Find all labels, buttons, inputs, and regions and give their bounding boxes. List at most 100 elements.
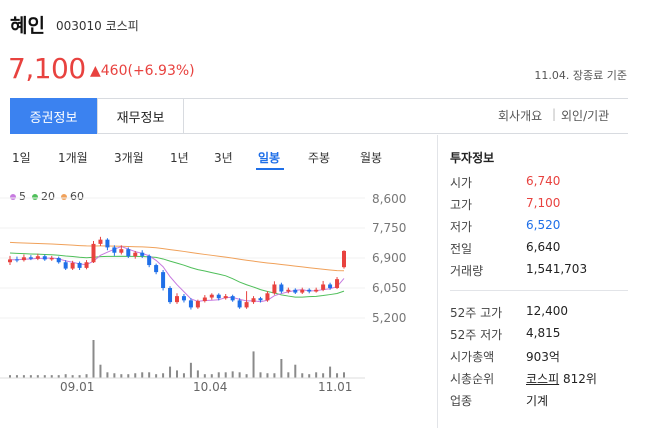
market-rank-row: 시총순위 코스피 812위 xyxy=(450,370,597,387)
foreign-institution-link[interactable]: 외인/기관 xyxy=(561,109,610,123)
volume-bar xyxy=(252,351,255,378)
candle-body xyxy=(154,265,159,273)
candle-body xyxy=(84,262,89,268)
low-label: 저가 xyxy=(450,220,473,234)
candle-body xyxy=(77,262,82,268)
candle-body xyxy=(112,247,117,253)
candle-body xyxy=(216,294,221,299)
52w-high-value: 12,400 xyxy=(526,304,568,318)
industry-value: 기계 xyxy=(526,394,549,408)
candle-body xyxy=(237,300,242,308)
high-row: 고가 7,100 xyxy=(450,196,560,213)
volume-label: 거래량 xyxy=(450,264,484,278)
high-value: 7,100 xyxy=(526,196,561,210)
volume-bar xyxy=(120,374,123,378)
candle-body xyxy=(119,249,124,253)
y-tick-label: 8,600 xyxy=(372,192,407,206)
candle-body xyxy=(342,250,346,268)
volume-bar xyxy=(141,372,144,378)
volume-bar xyxy=(210,374,213,378)
period-1y[interactable]: 1년 xyxy=(170,151,189,165)
volume-bar xyxy=(176,370,178,378)
volume-bar xyxy=(64,374,67,378)
period-3m[interactable]: 3개월 xyxy=(114,151,144,165)
market-link[interactable]: 코스피 xyxy=(526,372,560,386)
candle-body xyxy=(279,284,284,292)
period-monthly[interactable]: 월봉 xyxy=(360,151,383,165)
52w-low-row: 52주 저가 4,815 xyxy=(450,326,560,343)
volume-bar xyxy=(266,373,269,378)
period-weekly[interactable]: 주봉 xyxy=(308,151,331,165)
volume-bar xyxy=(50,375,53,378)
market-cap-label: 시가총액 xyxy=(450,350,495,364)
y-tick-label: 6,050 xyxy=(372,281,407,295)
candle-body xyxy=(14,259,19,261)
volume-bar xyxy=(99,364,102,378)
ma20-line xyxy=(9,252,345,298)
ma60-label: 60 xyxy=(70,190,84,203)
candle-body xyxy=(105,239,110,248)
candle-body xyxy=(286,289,291,292)
industry-label: 업종 xyxy=(450,394,473,408)
ma-legend: 5 20 60 xyxy=(10,190,84,203)
candle-body xyxy=(328,284,333,288)
ma20-dot xyxy=(32,193,38,200)
candle-body xyxy=(91,243,96,263)
candle-body xyxy=(140,252,145,256)
candle-body xyxy=(293,289,298,293)
volume-bar xyxy=(336,373,339,378)
volume-bar xyxy=(182,373,185,378)
volume-bar xyxy=(92,340,95,378)
period-1m[interactable]: 1개월 xyxy=(58,151,88,165)
volume-bar xyxy=(113,373,116,378)
ma5-label: 5 xyxy=(19,190,26,203)
ma20-label: 20 xyxy=(41,190,55,203)
prev-close-label: 전일 xyxy=(450,242,473,256)
prev-close-value: 6,640 xyxy=(526,240,561,254)
panel-divider xyxy=(437,135,438,428)
candle-body xyxy=(133,252,138,257)
volume-bar xyxy=(78,375,81,378)
volume-bar xyxy=(57,375,60,378)
x-tick-label: 10.04 xyxy=(193,380,228,394)
52w-low-value: 4,815 xyxy=(526,326,561,340)
volume-bar xyxy=(322,373,325,378)
candle-body xyxy=(307,289,312,292)
volume-bar xyxy=(224,372,227,378)
volume-bar xyxy=(231,371,234,378)
volume-bar xyxy=(36,375,39,378)
period-daily[interactable]: 일봉 xyxy=(258,151,281,165)
market-cap-row: 시가총액 903억 xyxy=(450,348,560,365)
volume-bar xyxy=(315,372,318,378)
tab-bar xyxy=(10,98,628,134)
candle-body xyxy=(42,256,47,260)
current-price: 7,100 xyxy=(8,52,86,85)
candle-body xyxy=(202,297,207,302)
candle-body xyxy=(126,249,131,257)
52w-high-row: 52주 고가 12,400 xyxy=(450,304,568,321)
as-of-date: 11.04. 장종료 기준 xyxy=(534,69,627,82)
candle-body xyxy=(223,296,228,299)
candle-body xyxy=(321,284,326,290)
company-overview-link[interactable]: 회사개요 xyxy=(498,109,543,123)
volume-bar xyxy=(294,364,297,378)
tab-securities-info[interactable]: 증권정보 xyxy=(10,98,97,134)
candle-body xyxy=(195,301,200,308)
candle-body xyxy=(35,256,40,259)
volume-bar xyxy=(238,372,241,378)
volume-row: 거래량 1,541,703 xyxy=(450,262,587,279)
period-3y[interactable]: 3년 xyxy=(214,151,233,165)
tab-financial-info[interactable]: 재무정보 xyxy=(97,98,184,134)
candle-body xyxy=(230,296,235,301)
volume-bar xyxy=(85,374,88,378)
volume-bar xyxy=(29,375,32,378)
price-chart[interactable] xyxy=(0,180,370,390)
period-1d[interactable]: 1일 xyxy=(12,151,31,165)
volume-bar xyxy=(196,370,199,378)
low-value: 6,520 xyxy=(526,218,561,232)
ma60-line xyxy=(9,241,345,272)
candle-body xyxy=(28,257,33,259)
candle-body xyxy=(98,239,103,244)
high-label: 고가 xyxy=(450,198,473,212)
volume-bar xyxy=(148,372,151,378)
